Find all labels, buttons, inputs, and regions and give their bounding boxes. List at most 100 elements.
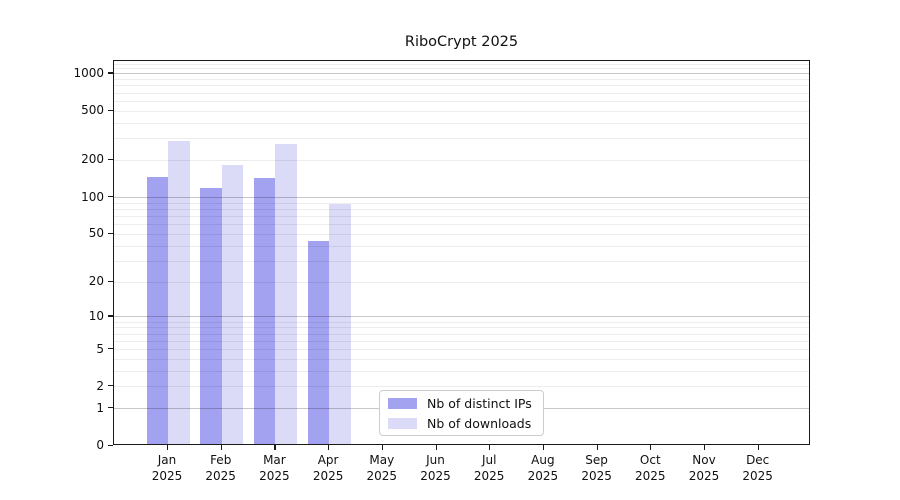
year-label: 2025: [420, 469, 451, 483]
year-label: 2025: [527, 469, 559, 483]
gridline-minor: [114, 224, 809, 226]
x-tick: [220, 445, 222, 450]
y-tick: [108, 315, 113, 317]
gridline-minor: [114, 92, 809, 94]
y-tick-label: 2: [96, 378, 104, 393]
bar-mar-series0: [253, 177, 276, 444]
y-tick-label: 0: [96, 438, 104, 452]
gridline-minor: [114, 340, 809, 342]
y-tick: [108, 72, 113, 74]
x-tick-label-jan: Jan 2025: [132, 452, 202, 484]
month-label: Sep: [585, 453, 608, 467]
bar-apr-series1: [329, 204, 351, 444]
x-tick-label-sep: Sep 2025: [562, 452, 632, 484]
x-tick: [274, 445, 276, 450]
gridline-minor: [114, 358, 809, 360]
x-tick-label-mar: Mar 2025: [239, 452, 309, 484]
x-tick-label-may: May 2025: [347, 452, 417, 484]
year-label: 2025: [312, 469, 344, 483]
year-label: 2025: [635, 469, 666, 483]
gridline-minor: [114, 63, 809, 65]
y-tick: [108, 385, 113, 387]
x-tick: [704, 445, 706, 450]
gridline-minor: [114, 370, 809, 372]
gridline-major: [114, 73, 809, 75]
bar-mar-series1: [275, 143, 297, 444]
bar-jan-series1: [168, 140, 190, 444]
legend-label-distinct-ips: Nb of distinct IPs: [427, 395, 532, 411]
x-tick-label-aug: Aug 2025: [508, 452, 578, 484]
legend-row: Nb of downloads: [380, 416, 543, 431]
gridline-minor: [114, 208, 809, 210]
month-label: May: [369, 453, 395, 467]
gridline-minor: [114, 110, 809, 112]
year-label: 2025: [151, 469, 183, 483]
y-tick: [108, 196, 113, 198]
gridline-minor: [114, 233, 809, 235]
gridline-minor: [114, 202, 809, 204]
month-label: Mar: [263, 453, 286, 467]
y-tick: [108, 444, 113, 446]
year-label: 2025: [205, 469, 236, 483]
legend-row: Nb of distinct IPs: [380, 396, 543, 411]
year-label: 2025: [581, 469, 612, 483]
x-tick: [435, 445, 437, 450]
x-tick: [757, 445, 759, 450]
y-tick-label: 1: [96, 400, 104, 415]
y-tick: [108, 280, 113, 282]
month-label: Apr: [317, 453, 339, 467]
x-tick: [489, 445, 491, 450]
x-tick: [596, 445, 598, 450]
plot-area: [113, 60, 810, 445]
gridline-minor: [114, 122, 809, 124]
month-label: Oct: [639, 453, 661, 467]
legend-label-downloads: Nb of downloads: [427, 415, 532, 431]
month-label: Jun: [426, 453, 445, 467]
y-tick-label: 100: [81, 189, 104, 204]
legend-swatch-downloads: [388, 417, 417, 429]
year-label: 2025: [366, 469, 398, 483]
year-label: 2025: [259, 469, 290, 483]
y-tick-label: 200: [81, 152, 104, 167]
y-tick-label: 5: [96, 341, 104, 356]
x-tick-label-jul: Jul 2025: [454, 452, 524, 484]
gridline-minor: [114, 100, 809, 102]
month-label: Jan: [157, 453, 177, 467]
legend-swatch-distinct-ips: [388, 397, 417, 409]
gridline-major: [114, 197, 809, 198]
gridline-minor: [114, 260, 809, 262]
y-tick: [108, 232, 113, 234]
bar-jan-series0: [146, 176, 168, 444]
x-tick: [328, 445, 330, 450]
month-label: Aug: [531, 453, 555, 467]
x-tick-label-oct: Oct 2025: [615, 452, 685, 484]
month-label: Jul: [481, 453, 497, 467]
month-label: Dec: [746, 453, 770, 467]
bar-feb-series0: [200, 187, 222, 444]
y-tick-label: 500: [81, 103, 104, 118]
gridline-minor: [114, 327, 809, 329]
y-tick: [108, 407, 113, 409]
year-label: 2025: [473, 469, 505, 483]
gridline-minor: [114, 321, 809, 323]
gridline-major: [114, 316, 809, 318]
bar-feb-series1: [221, 164, 244, 444]
gridline-minor: [114, 281, 809, 283]
gridline-minor: [114, 245, 809, 247]
gridline-minor: [114, 85, 809, 87]
chart-title: RiboCrypt 2025: [404, 34, 519, 50]
gridline-minor: [114, 215, 809, 217]
legend: Nb of distinct IPs Nb of downloads: [379, 390, 544, 436]
bar-apr-series0: [307, 241, 330, 444]
month-label: Nov: [692, 453, 716, 467]
gridline-minor: [114, 79, 809, 81]
y-tick-label: 10: [88, 308, 104, 323]
month-label: Feb: [210, 453, 232, 467]
gridline-minor: [114, 386, 809, 388]
gridline-minor: [114, 68, 809, 70]
x-tick-label-jun: Jun 2025: [401, 452, 471, 484]
y-tick: [108, 348, 113, 350]
gridline-minor: [114, 333, 809, 335]
x-tick-label-dec: Dec 2025: [723, 452, 793, 484]
